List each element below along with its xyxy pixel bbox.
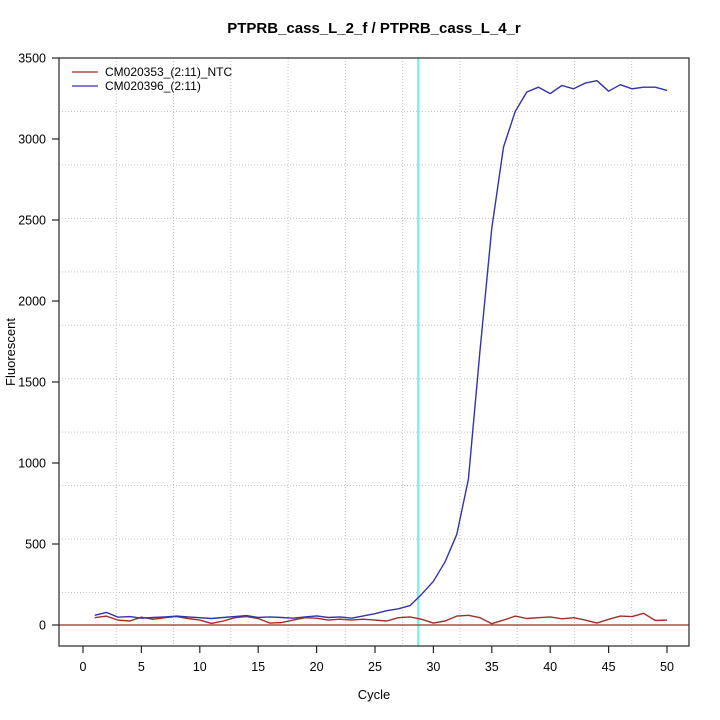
legend-label-sample: CM020396_(2:11): [105, 79, 201, 93]
axes: 0 5 10 15 20 25 30 35 40 45 5005001000150020002500…: [18, 52, 690, 674]
x-tick-label: 25: [368, 660, 382, 674]
y-axis-label: Fluorescent: [3, 318, 18, 386]
y-tick-label: 1500: [18, 376, 46, 390]
y-tick-label: 2500: [18, 214, 46, 228]
y-tick-label: 500: [25, 538, 46, 552]
x-tick-label: 30: [426, 660, 440, 674]
gridlines: [59, 58, 689, 646]
x-tick-label: 40: [543, 660, 557, 674]
legend-label-ntc: CM020353_(2:11)_NTC: [105, 65, 233, 79]
x-tick-label: 35: [485, 660, 499, 674]
x-tick-label: 45: [602, 660, 616, 674]
legend: CM020353_(2:11)_NTC CM020396_(2:11): [72, 65, 233, 93]
x-tick-label: 20: [310, 660, 324, 674]
x-tick-label: 15: [251, 660, 265, 674]
x-tick-label: 10: [193, 660, 207, 674]
x-axis-label: Cycle: [358, 687, 391, 702]
series-line-ntc: [94, 612, 668, 625]
x-tick-label: 5: [138, 660, 145, 674]
y-tick-label: 0: [39, 619, 46, 633]
y-tick-label: 3500: [18, 52, 46, 66]
series-line-sample: [94, 79, 668, 620]
y-tick-label: 2000: [18, 295, 46, 309]
y-tick-label: 1000: [18, 457, 46, 471]
x-tick-label: 50: [660, 660, 674, 674]
x-tick-label: 0: [80, 660, 87, 674]
plot-box: [58, 57, 690, 647]
chart-title: PTPRB_cass_L_2_f / PTPRB_cass_L_4_r: [227, 20, 521, 37]
data-series: [94, 79, 668, 625]
y-tick-label: 3000: [18, 133, 46, 147]
